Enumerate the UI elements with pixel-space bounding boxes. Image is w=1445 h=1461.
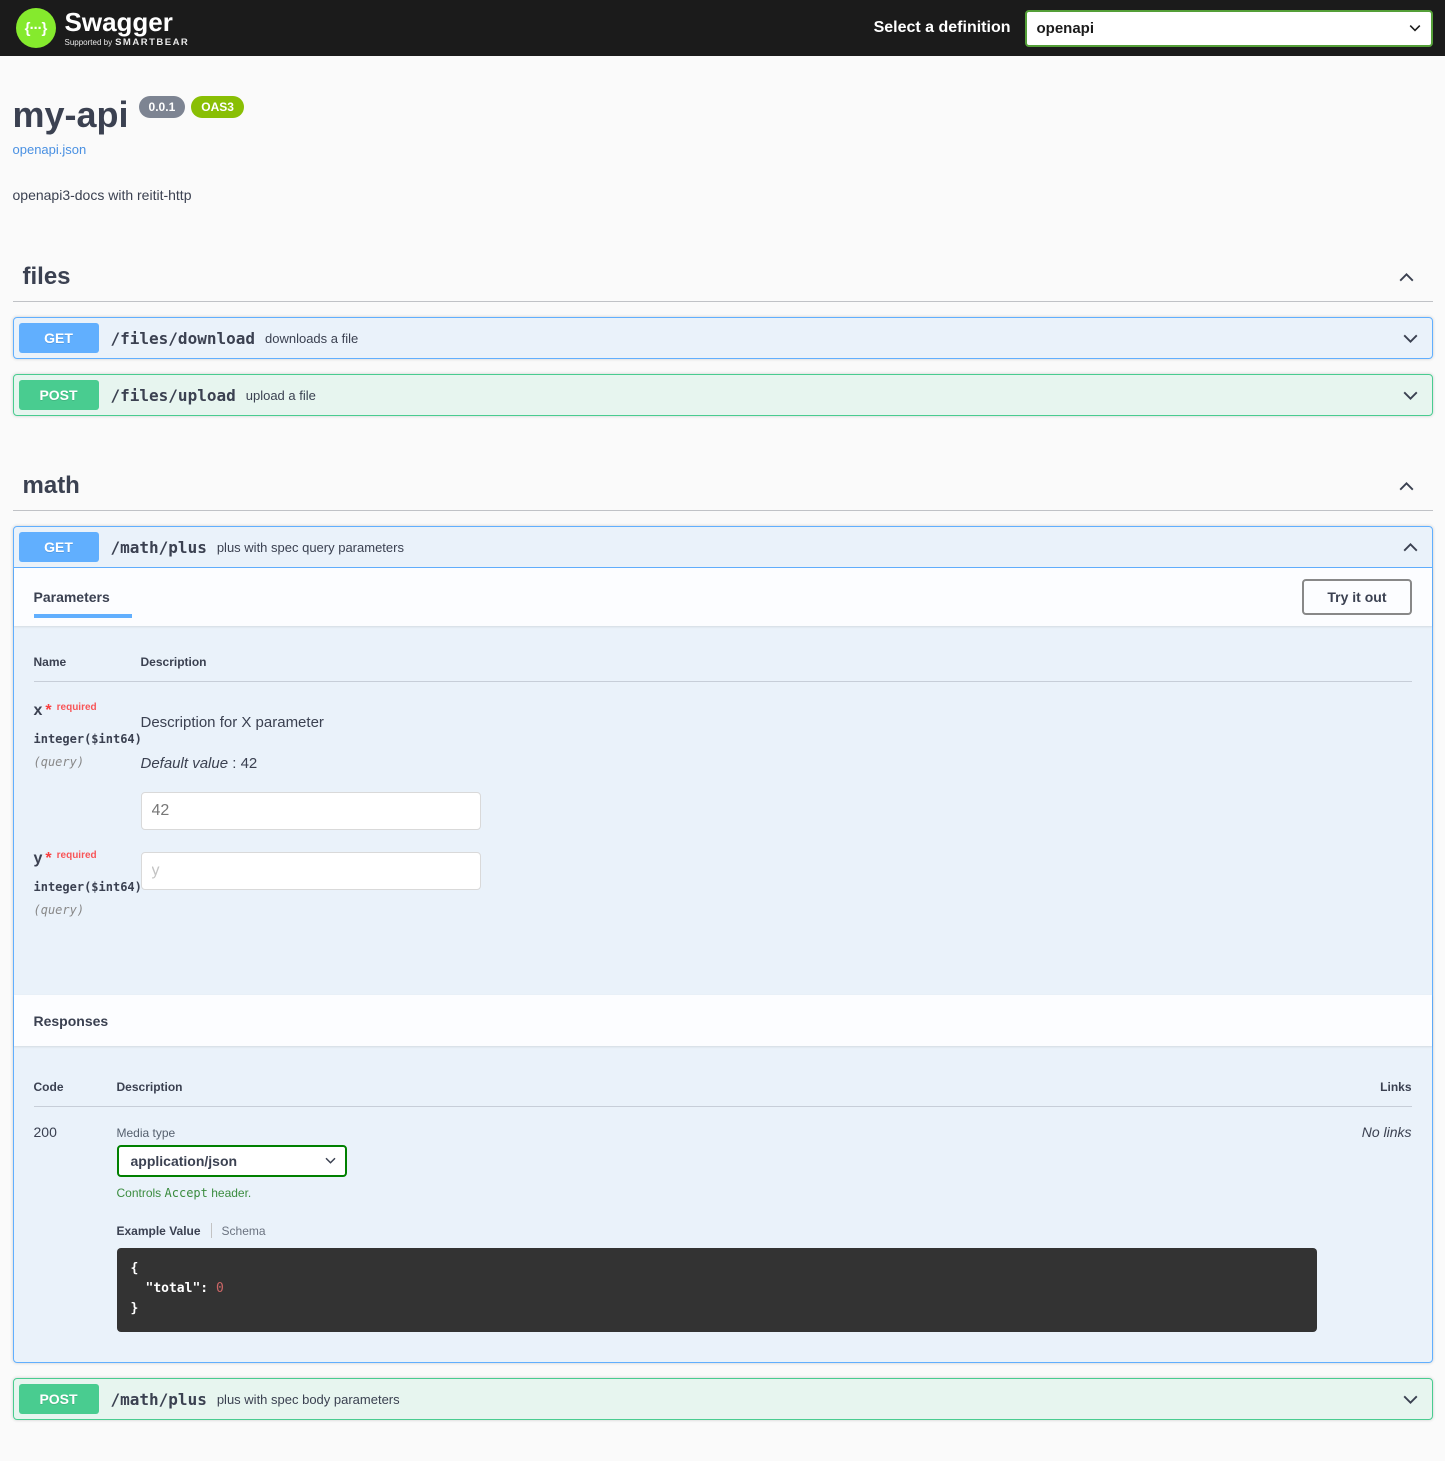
select-definition-label: Select a definition xyxy=(873,19,1011,37)
operation-summary[interactable]: POST /math/plus plus with spec body para… xyxy=(14,1379,1432,1419)
chevron-up-icon xyxy=(1403,542,1417,551)
oas3-badge: OAS3 xyxy=(191,96,244,119)
tag-section-files: files GET /files/download downloads a fi… xyxy=(12,253,1433,417)
operation-post-math-plus: POST /math/plus plus with spec body para… xyxy=(12,1378,1433,1421)
chevron-down-icon xyxy=(1403,391,1417,400)
collapse-section-button[interactable] xyxy=(1390,267,1423,288)
param-name: y * required xyxy=(33,850,97,868)
responses-title: Responses xyxy=(33,1012,109,1029)
operation-path[interactable]: /files/upload xyxy=(110,385,236,405)
param-x-input[interactable] xyxy=(140,792,481,831)
operation-summary-text: plus with spec query parameters xyxy=(216,539,404,555)
tag-header-math[interactable]: math xyxy=(12,462,1433,512)
version-badge: 0.0.1 xyxy=(138,96,186,119)
param-name-header: Name xyxy=(33,655,67,670)
accept-header-note: Controls Accept header. xyxy=(116,1186,252,1201)
parameter-row-y: y * required integer($int64) (query) xyxy=(34,830,1412,917)
media-type-select[interactable]: application/json xyxy=(116,1145,347,1178)
tag-title: files xyxy=(22,263,71,291)
param-default: Default value : 42 xyxy=(140,755,258,773)
api-description: openapi3-docs with reitit-http xyxy=(12,187,192,204)
operation-summary-text: upload a file xyxy=(245,387,316,403)
operation-summary-text: downloads a file xyxy=(265,330,359,346)
expand-operation-button[interactable] xyxy=(1394,328,1427,349)
media-type-label: Media type xyxy=(116,1126,176,1141)
operation-summary[interactable]: GET /files/download downloads a file xyxy=(14,318,1432,358)
param-description-header: Description xyxy=(140,655,207,670)
chevron-down-icon xyxy=(1403,334,1417,343)
tag-header-files[interactable]: files xyxy=(12,253,1433,303)
tab-parameters[interactable]: Parameters xyxy=(33,576,132,619)
required-label: required xyxy=(56,850,97,862)
method-badge: POST xyxy=(18,1384,99,1415)
expand-operation-button[interactable] xyxy=(1394,385,1427,406)
operation-get-math-plus: GET /math/plus plus with spec query para… xyxy=(12,526,1433,1364)
brand-name: Swagger xyxy=(64,7,173,37)
tag-title: math xyxy=(22,472,80,500)
operation-summary[interactable]: GET /math/plus plus with spec query para… xyxy=(13,527,1432,569)
swagger-logo-icon: {···} xyxy=(15,8,56,49)
response-links: No links xyxy=(1361,1124,1412,1141)
operation-path[interactable]: /math/plus xyxy=(110,537,207,557)
supported-by-text: Supported by xyxy=(64,37,113,47)
param-type: integer($int64) xyxy=(33,880,142,895)
smartbear-text: SMARTBEAR xyxy=(115,36,190,48)
operation-path[interactable]: /math/plus xyxy=(110,1389,207,1409)
api-info: my-api 0.0.1 OAS3 openapi.json openapi3-do… xyxy=(13,56,1433,207)
param-y-input[interactable] xyxy=(140,852,481,891)
example-value-code: { "total": 0 } xyxy=(116,1248,1317,1333)
parameter-row-x: x * required integer($int64) (query) Descr… xyxy=(33,682,1412,831)
responses-code-header: Code xyxy=(33,1080,64,1095)
operation-summary-text: plus with spec body parameters xyxy=(216,1391,400,1407)
param-type: integer($int64) xyxy=(33,732,142,747)
expand-operation-button[interactable] xyxy=(1394,1389,1427,1410)
chevron-down-icon xyxy=(1403,1395,1417,1404)
param-description: Description for X parameter xyxy=(140,714,324,732)
responses-description-header: Description xyxy=(116,1080,183,1095)
collapse-section-button[interactable] xyxy=(1390,476,1423,497)
try-it-out-button[interactable]: Try it out xyxy=(1302,579,1412,616)
tab-divider xyxy=(210,1223,212,1239)
chevron-up-icon xyxy=(1399,272,1413,281)
param-name: x * required xyxy=(33,702,97,720)
operation-get-files-download: GET /files/download downloads a file xyxy=(12,317,1433,360)
operation-post-files-upload: POST /files/upload upload a file xyxy=(12,374,1433,417)
method-badge: POST xyxy=(18,380,99,411)
brand-subtitle: Supported by SMARTBEAR xyxy=(64,36,190,48)
operation-path[interactable]: /files/download xyxy=(110,328,256,348)
required-asterisk: * xyxy=(45,702,52,720)
response-row-200: 200 Media type application/json Controls… xyxy=(33,1107,1412,1333)
spec-link[interactable]: openapi.json xyxy=(12,142,87,158)
method-badge: GET xyxy=(18,323,99,354)
tab-schema[interactable]: Schema xyxy=(221,1223,266,1238)
swagger-logo-link[interactable]: {···} Swagger Supported by SMARTBEAR xyxy=(13,7,190,49)
required-asterisk: * xyxy=(45,850,52,868)
api-title-text: my-api xyxy=(12,94,129,136)
topbar: {···} Swagger Supported by SMARTBEAR Sele… xyxy=(0,0,1445,57)
chevron-up-icon xyxy=(1399,481,1413,490)
swagger-braces-glyph: {···} xyxy=(24,19,48,37)
param-location: (query) xyxy=(33,903,85,918)
param-location: (query) xyxy=(33,755,85,770)
page-title: my-api 0.0.1 OAS3 xyxy=(13,94,1433,136)
required-label: required xyxy=(56,702,97,714)
collapse-operation-button[interactable] xyxy=(1394,537,1427,558)
tab-example-value[interactable]: Example Value xyxy=(116,1223,201,1238)
responses-links-header: Links xyxy=(1380,1080,1412,1095)
operation-summary[interactable]: POST /files/upload upload a file xyxy=(14,375,1432,415)
tag-section-math: math GET /math/plus plus with spec query… xyxy=(12,462,1433,1421)
definition-select[interactable]: openapi xyxy=(1024,9,1433,47)
method-badge: GET xyxy=(18,532,99,563)
response-code: 200 xyxy=(33,1124,57,1141)
